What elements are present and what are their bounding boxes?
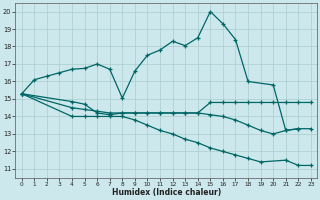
X-axis label: Humidex (Indice chaleur): Humidex (Indice chaleur)	[112, 188, 221, 197]
